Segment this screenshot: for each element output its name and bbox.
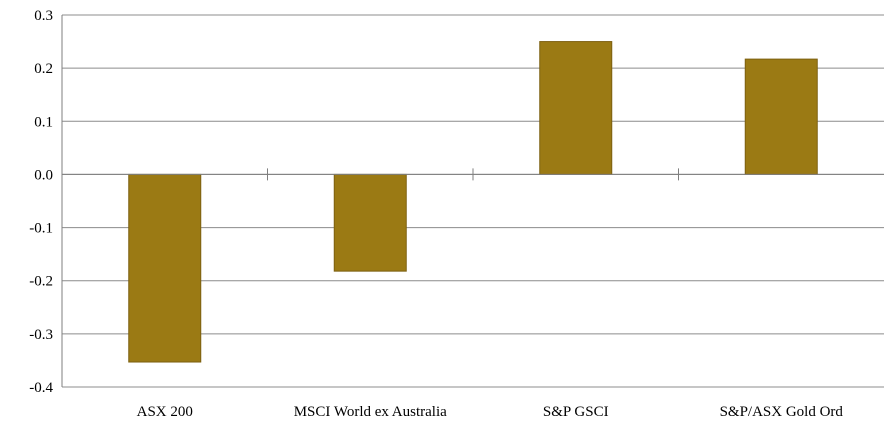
y-tick-label: -0.2 — [29, 274, 53, 290]
bar — [744, 58, 818, 175]
x-category-label: S&P/ASX Gold Ord — [720, 404, 844, 420]
bar — [333, 173, 407, 272]
y-tick-label: -0.1 — [29, 221, 53, 237]
y-axis-tick-labels: 0.3 0.2 0.1 0.0 -0.1 -0.2 -0.3 -0.4 — [29, 8, 53, 396]
y-tick-label: 0.2 — [34, 61, 53, 77]
x-axis-category-labels: ASX 200 MSCI World ex Australia S&P GSCI S&… — [137, 404, 844, 420]
x-category-label: MSCI World ex Australia — [294, 404, 447, 420]
y-tick-label: 0.0 — [34, 167, 53, 183]
bar — [539, 41, 613, 175]
y-tick-label: -0.4 — [29, 380, 53, 396]
axes — [61, 15, 884, 387]
x-category-label: S&P GSCI — [543, 404, 609, 420]
y-tick-label: 0.3 — [34, 8, 53, 24]
bars — [128, 41, 818, 363]
y-tick-label: -0.3 — [29, 327, 53, 343]
x-category-label: ASX 200 — [137, 404, 193, 420]
y-tick-label: 0.1 — [34, 114, 53, 130]
bar — [128, 173, 202, 363]
